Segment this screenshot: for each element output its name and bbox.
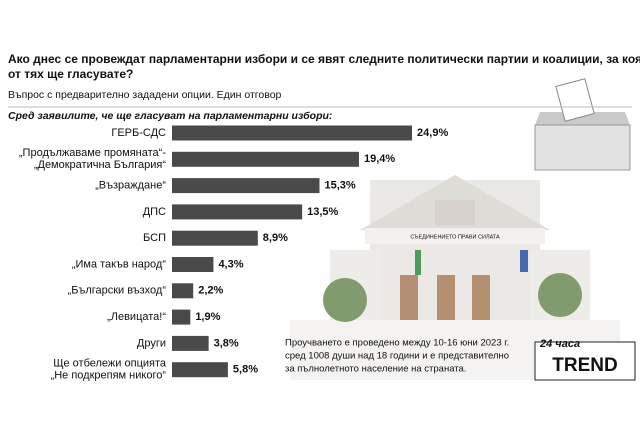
category-label: Други (137, 337, 166, 349)
building-illustration (290, 175, 620, 380)
value-label: 19,4% (364, 153, 395, 165)
category-label: „Български възход“ (68, 285, 167, 297)
bar (172, 151, 360, 167)
category-label: Ще отбележи опцията (53, 358, 167, 370)
category-label: „Има такъв народ“ (72, 258, 167, 270)
bar (172, 178, 320, 194)
value-label: 15,3% (324, 180, 355, 192)
bar (172, 335, 209, 351)
value-label: 4,3% (218, 258, 243, 270)
bar (172, 257, 214, 272)
chart-title: Ако днес се провеждат парламентарни избо… (8, 52, 640, 66)
category-label: БСП (143, 232, 166, 244)
value-label: 2,2% (198, 285, 223, 297)
footnote: за пълнолетното население на страната. (285, 364, 466, 375)
value-label: 3,8% (214, 337, 239, 349)
bar (172, 309, 191, 325)
chart-subtitle: Въпрос с предварително зададени опции. Е… (8, 89, 282, 101)
value-label: 13,5% (307, 206, 338, 218)
logo-text: TREND (552, 355, 617, 376)
chart-title: от тях ще гласувате? (8, 67, 133, 81)
value-label: 24,9% (417, 127, 448, 139)
value-label: 8,9% (263, 232, 288, 244)
bar (172, 230, 258, 246)
ballot-box (534, 78, 631, 171)
bar (172, 283, 194, 299)
section-label: Сред заявилите, че ще гласуват на парлам… (8, 110, 332, 122)
bar (172, 204, 303, 220)
category-label: „Продължаваме промяната“- (19, 147, 166, 159)
bar (172, 362, 228, 378)
category-label: „Демократична България“ (34, 159, 166, 171)
footnote: Проучването е проведено между 10-16 юни … (285, 338, 509, 349)
building-sign: СЪЕДИНЕНИЕТО ПРАВИ СИЛАТА (410, 234, 500, 240)
category-label: „Не подкрепям никого“ (51, 370, 167, 382)
logo-text: 24 часа (539, 338, 580, 350)
bar (172, 125, 413, 141)
footnote: сред 1008 души над 18 години и е предста… (285, 351, 509, 362)
value-label: 5,8% (233, 364, 258, 376)
category-label: ДПС (143, 206, 166, 218)
category-label: „Левицата!“ (107, 311, 166, 323)
value-label: 1,9% (195, 311, 220, 323)
logo-box (534, 341, 636, 381)
category-label: ГЕРБ-СДС (111, 127, 166, 139)
category-label: „Възраждане“ (95, 180, 166, 192)
